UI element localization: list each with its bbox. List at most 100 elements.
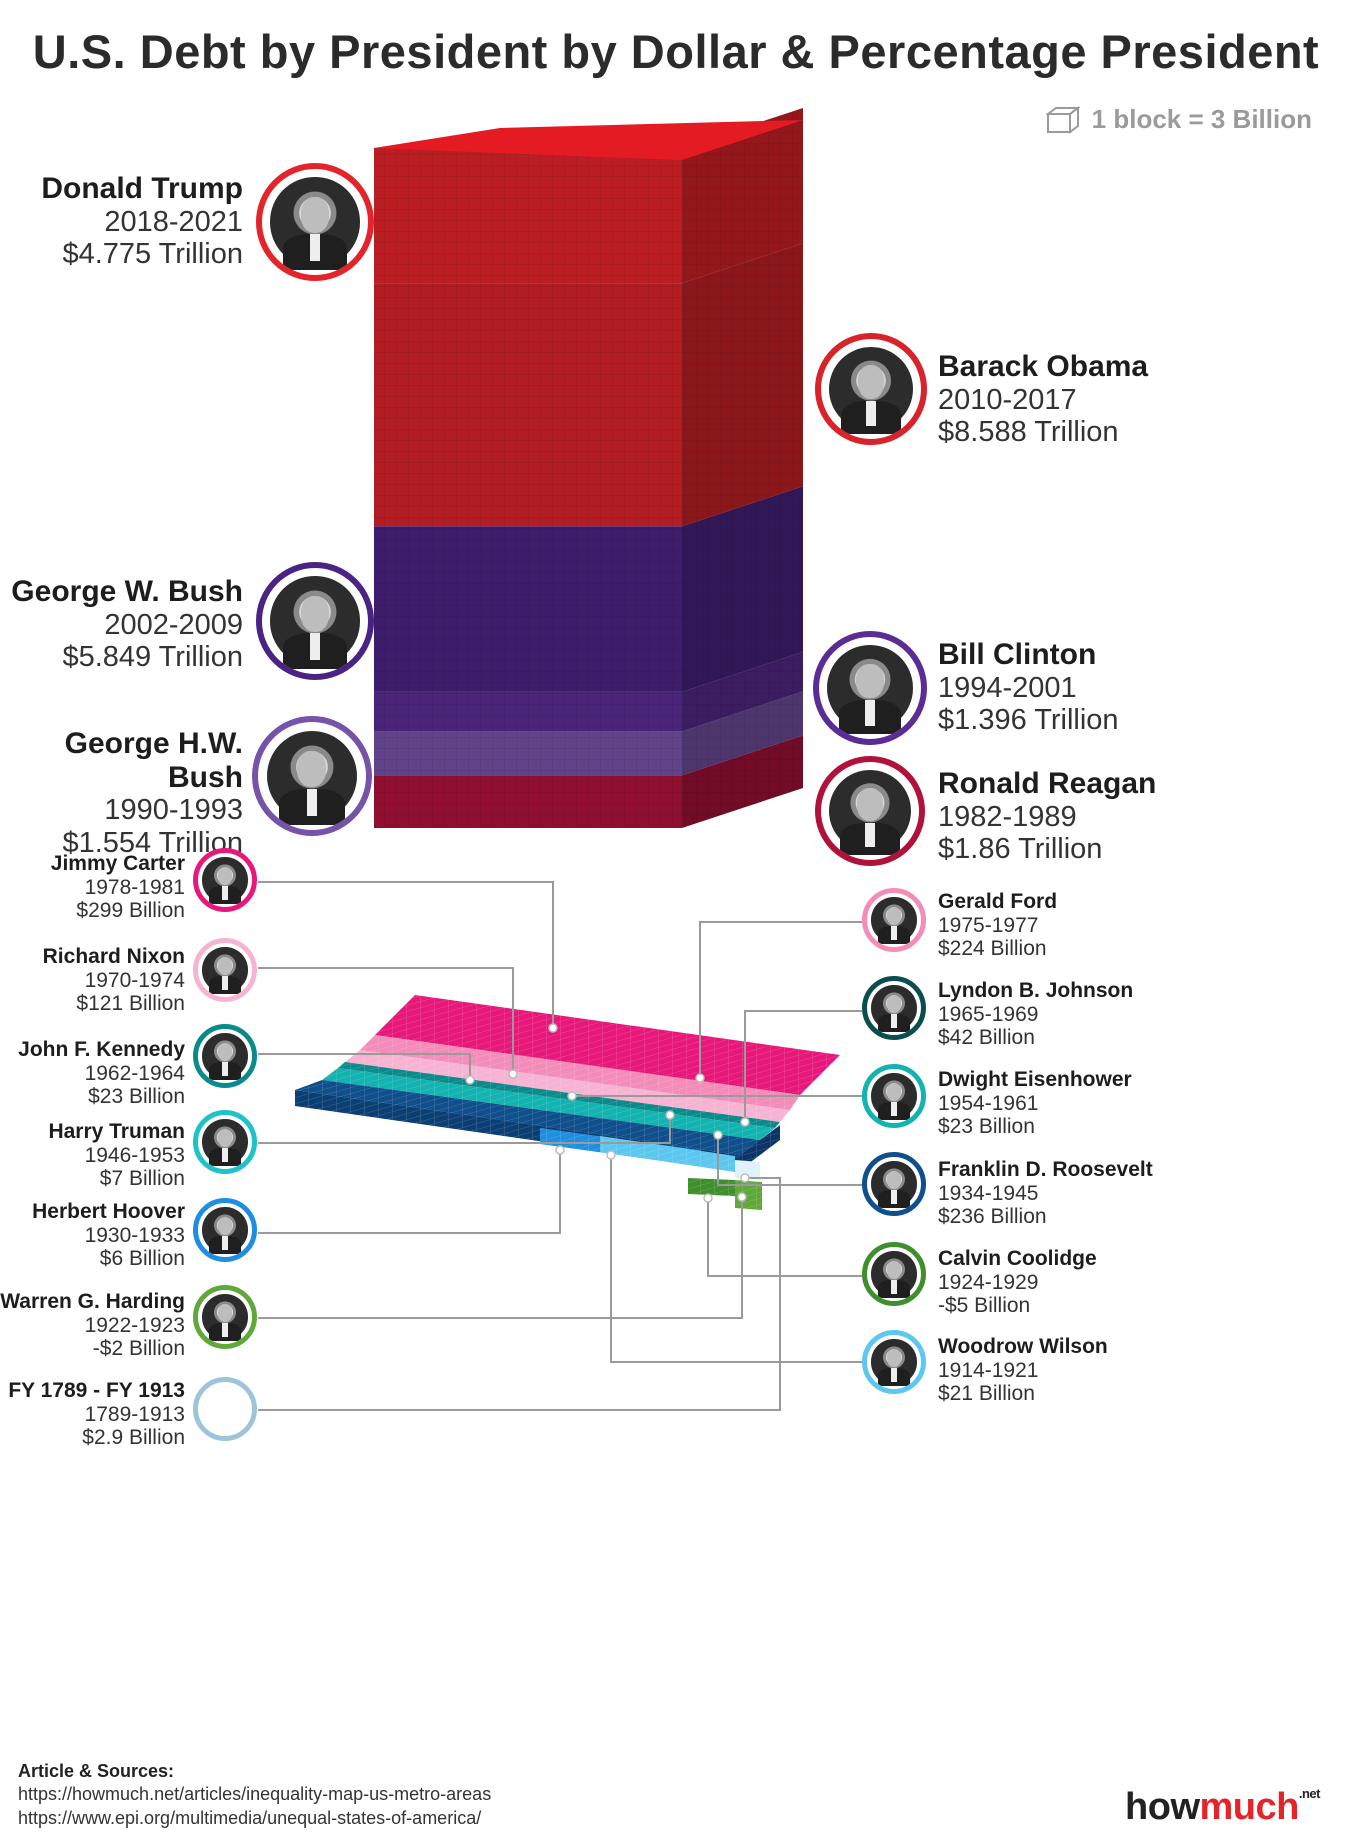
label-harding-name: Warren G. Harding xyxy=(0,1290,185,1313)
tower-top-edge xyxy=(374,148,682,160)
label-wilson-years: 1914-1921 xyxy=(938,1358,1039,1382)
label-clinton-amount: $1.396 Trillion xyxy=(938,704,1119,737)
tower-segment-clinton xyxy=(374,651,803,732)
label-obama-name: Barack Obama xyxy=(938,350,1149,383)
connector-dot-pre1913 xyxy=(740,1173,750,1183)
portrait-shirt xyxy=(222,976,228,990)
portrait-ike xyxy=(862,1064,926,1128)
portrait-shirt xyxy=(891,1190,897,1204)
connector-dot-ike xyxy=(567,1091,577,1101)
source-link-1[interactable]: https://howmuch.net/articles/inequality-… xyxy=(18,1784,492,1805)
portrait-photo xyxy=(202,857,248,905)
portrait-face xyxy=(856,787,884,821)
portrait-shirt xyxy=(222,1062,228,1076)
label-jfk-years: 1962-1964 xyxy=(84,1061,185,1085)
portrait-photo xyxy=(202,1294,248,1342)
portrait-photo xyxy=(202,1033,248,1081)
label-ike: Dwight Eisenhower 1954-1961 $23 Billion xyxy=(938,1068,1132,1139)
connector-dot-nixon xyxy=(508,1069,518,1079)
portrait-face xyxy=(857,365,885,400)
sources-heading: Article & Sources: xyxy=(18,1761,175,1781)
label-ford: Gerald Ford 1975-1977 $224 Billion xyxy=(938,890,1057,961)
label-hoover-amount: $6 Billion xyxy=(99,1247,185,1271)
label-nixon: Richard Nixon 1970-1974 $121 Billion xyxy=(43,945,185,1016)
portrait-shirt xyxy=(222,1148,228,1162)
label-truman: Harry Truman 1946-1953 $7 Billion xyxy=(48,1120,185,1191)
label-nixon-years: 1970-1974 xyxy=(84,968,185,992)
portrait-shirt xyxy=(309,234,321,262)
tower-front-grid-obama xyxy=(374,283,682,527)
label-clinton: Bill Clinton 1994-2001 $1.396 Trillion xyxy=(938,638,1119,737)
tower-segment-gwbush xyxy=(374,486,803,692)
label-wilson-name: Woodrow Wilson xyxy=(938,1335,1108,1358)
label-gwbush-amount: $5.849 Trillion xyxy=(62,641,243,674)
portrait-ford xyxy=(862,888,926,952)
tower-front-grid-clinton xyxy=(374,691,682,732)
connector-ford xyxy=(699,921,862,1078)
tower-side-grid-reagan xyxy=(682,735,803,828)
portrait-jfk xyxy=(193,1024,257,1088)
portrait-harding xyxy=(193,1285,257,1349)
portrait-face xyxy=(217,1217,233,1236)
label-trump-name: Donald Trump xyxy=(41,172,243,205)
howmuch-logo: howmuch.net xyxy=(1125,1786,1320,1829)
portrait-face xyxy=(300,596,330,632)
tower-side-grid-clinton xyxy=(682,651,803,732)
portrait-face xyxy=(886,1171,902,1190)
label-coolidge-amount: -$5 Billion xyxy=(938,1294,1031,1318)
portrait-face xyxy=(856,664,884,699)
label-reagan-amount: $1.86 Trillion xyxy=(938,833,1103,866)
portrait-face xyxy=(886,1261,902,1280)
label-truman-name: Harry Truman xyxy=(48,1120,185,1143)
label-coolidge-years: 1924-1929 xyxy=(938,1270,1039,1294)
label-trump-amount: $4.775 Trillion xyxy=(62,238,243,271)
tower-front-grid-gwbush xyxy=(374,526,682,692)
portrait-truman xyxy=(193,1110,257,1174)
label-lbj: Lyndon B. Johnson 1965-1969 $42 Billion xyxy=(938,979,1133,1050)
sources: Article & Sources: https://howmuch.net/a… xyxy=(18,1760,491,1830)
portrait-shirt xyxy=(865,400,877,426)
label-coolidge-name: Calvin Coolidge xyxy=(938,1247,1097,1270)
label-carter-years: 1978-1981 xyxy=(84,875,185,899)
block-legend: 1 block = 3 Billion xyxy=(1045,104,1312,135)
label-harding-amount: -$2 Billion xyxy=(92,1337,185,1361)
connector-harding xyxy=(258,1197,743,1319)
label-truman-years: 1946-1953 xyxy=(84,1143,185,1167)
tower-side-grid-obama xyxy=(682,243,803,527)
label-carter: Jimmy Carter 1978-1981 $299 Billion xyxy=(51,852,185,923)
connector-dot-truman xyxy=(665,1110,675,1120)
label-harding-years: 1922-1923 xyxy=(84,1313,185,1337)
label-ike-years: 1954-1961 xyxy=(938,1091,1039,1115)
portrait-face xyxy=(297,750,327,787)
label-fdr-amount: $236 Billion xyxy=(938,1205,1047,1229)
label-fdr-name: Franklin D. Roosevelt xyxy=(938,1158,1153,1181)
portrait-clinton xyxy=(813,631,927,745)
connector-jfk xyxy=(258,1053,471,1080)
connector-wilson xyxy=(610,1155,862,1363)
label-ike-amount: $23 Billion xyxy=(938,1115,1035,1139)
label-gwbush: George W. Bush 2002-2009 $5.849 Trillion xyxy=(11,575,243,674)
label-fdr-years: 1934-1945 xyxy=(938,1181,1039,1205)
portrait-photo xyxy=(202,947,248,995)
label-ford-years: 1975-1977 xyxy=(938,913,1039,937)
label-pre1913-name: FY 1789 - FY 1913 xyxy=(8,1379,185,1402)
connector-hoover xyxy=(258,1150,561,1234)
label-trump-years: 2018-2021 xyxy=(104,205,243,238)
logo-suffix: .net xyxy=(1298,1786,1321,1801)
tower-segment-trump xyxy=(374,108,803,284)
cube-icon xyxy=(1045,105,1080,134)
label-ike-name: Dwight Eisenhower xyxy=(938,1068,1132,1091)
tower-segment-ghwbush xyxy=(374,691,803,776)
label-carter-amount: $299 Billion xyxy=(76,899,185,923)
portrait-photo xyxy=(871,1161,917,1209)
source-link-2[interactable]: https://www.epi.org/multimedia/unequal-s… xyxy=(18,1807,482,1828)
connector-dot-wilson xyxy=(606,1150,616,1160)
connector-fdr xyxy=(717,1135,862,1186)
portrait-coolidge xyxy=(862,1242,926,1306)
label-jfk: John F. Kennedy 1962-1964 $23 Billion xyxy=(18,1038,185,1109)
tower-segment-obama xyxy=(374,243,803,527)
portrait-photo xyxy=(828,769,912,856)
label-hoover-years: 1930-1933 xyxy=(84,1223,185,1247)
portrait-photo xyxy=(270,576,360,670)
portrait-gwbush xyxy=(256,562,374,680)
